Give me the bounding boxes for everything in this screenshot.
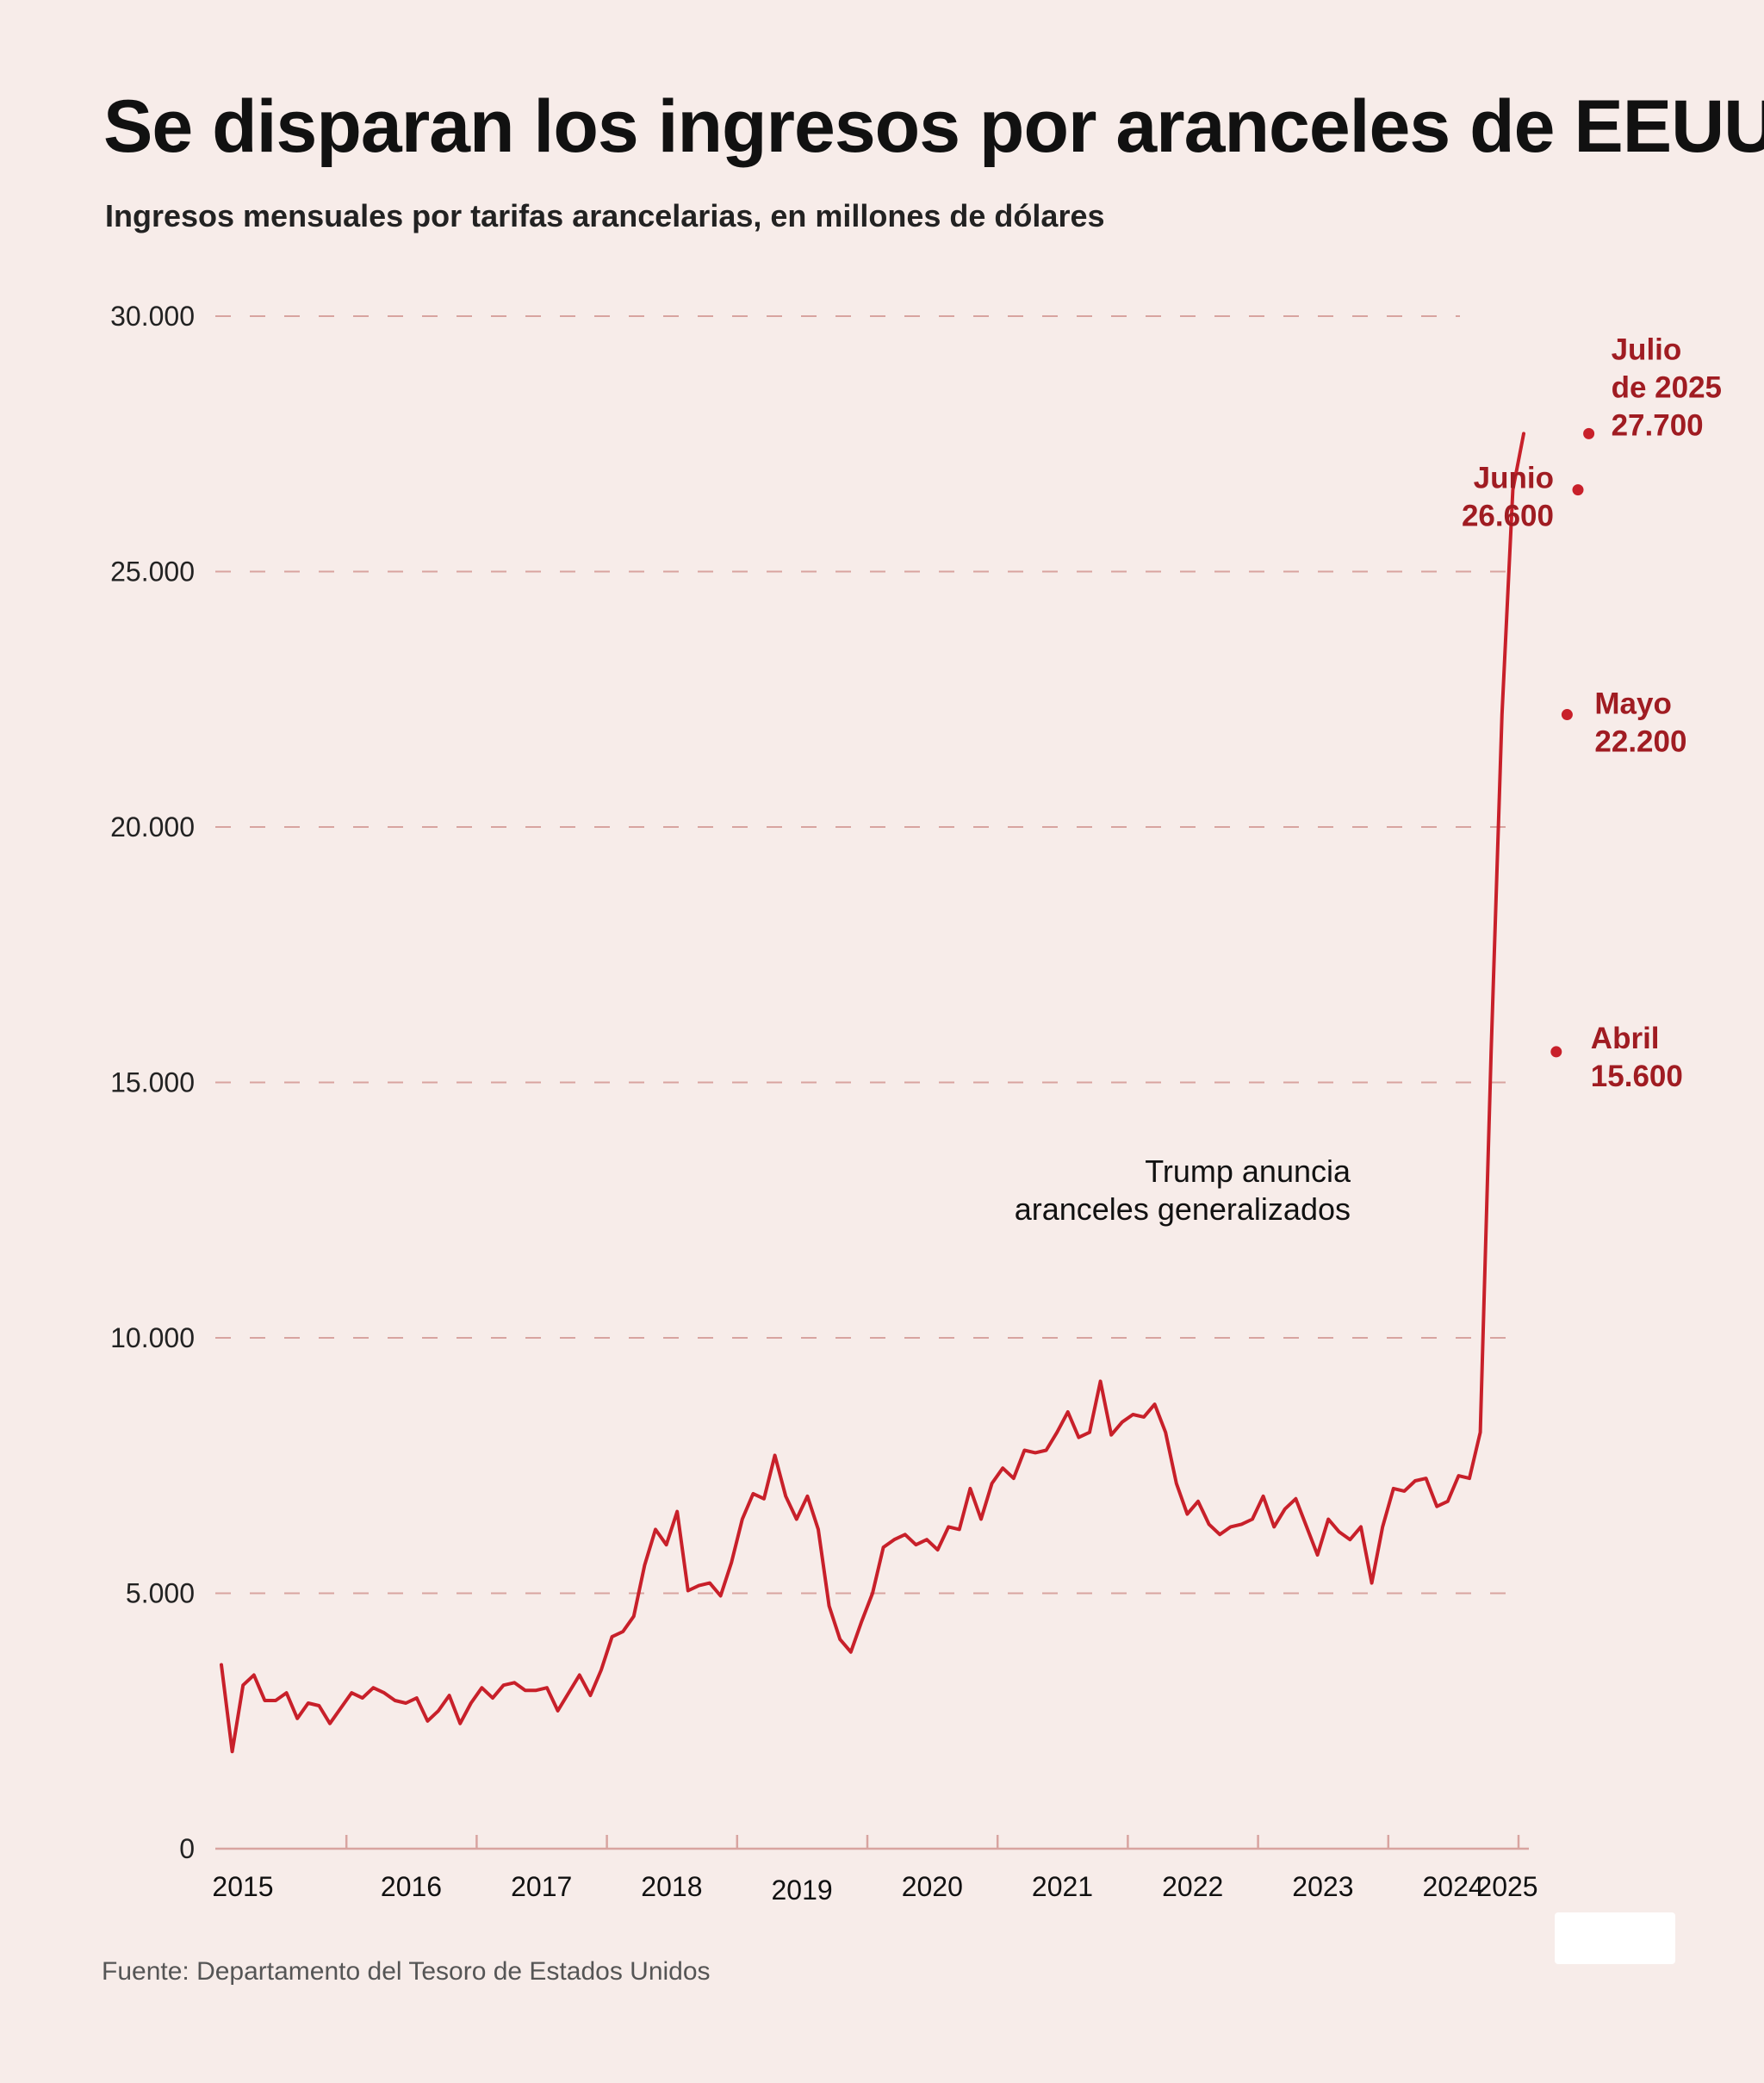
x-axis: 2015 2016 2017 2018 2019 2020 2021 2022 2023 2024… (212, 1835, 1538, 1906)
annotation-text: Trump anuncia (1145, 1153, 1351, 1189)
callout-label: Junio (1474, 462, 1554, 495)
x-tick-label: 2024 (1423, 1871, 1484, 1902)
callout-label: Mayo (1594, 687, 1671, 721)
y-tick-label: 10.000 (110, 1322, 195, 1353)
callout-label: de 2025 (1612, 370, 1722, 404)
source-note: Fuente: Departamento del Tesoro de Estad… (102, 1957, 711, 1986)
y-tick-label: 30.000 (110, 301, 195, 332)
y-tick-label: 25.000 (110, 557, 195, 588)
x-tick-label: 2022 (1162, 1871, 1223, 1902)
callout-label: 15.600 (1591, 1060, 1683, 1093)
x-tick-label: 2025 (1476, 1871, 1537, 1902)
highlight-point (1572, 484, 1584, 496)
chart-title: Se disparan los ingresos por aranceles d… (103, 85, 1764, 168)
highlight-point (1561, 709, 1573, 721)
y-tick-label: 20.000 (110, 811, 195, 843)
series-layer (220, 432, 1525, 1754)
agency-logo (1555, 1912, 1675, 1964)
x-tick-label: 2017 (511, 1871, 572, 1902)
x-tick-label: 2016 (381, 1871, 442, 1902)
x-tick-label: 2018 (641, 1871, 702, 1902)
x-tick-label: 2019 (772, 1875, 833, 1906)
callout-label: 22.200 (1594, 725, 1686, 759)
gridlines (215, 315, 1507, 1595)
callout-label: 27.700 (1612, 408, 1704, 442)
callout-label: Julio (1612, 333, 1682, 366)
x-tick-label: 2021 (1032, 1871, 1093, 1902)
highlight-point (1550, 1046, 1562, 1058)
x-tick-label: 2015 (212, 1871, 273, 1902)
annotation-text: aranceles generalizados (1015, 1191, 1351, 1227)
y-axis-ticks: 0 5.000 10.000 15.000 20.000 25.000 30.000 (110, 301, 195, 1864)
y-tick-label: 0 (179, 1833, 195, 1864)
callout-label: 26.600 (1462, 500, 1554, 533)
y-tick-label: 15.000 (110, 1067, 195, 1098)
chart-subtitle: Ingresos mensuales por tarifas arancelar… (105, 198, 1105, 233)
x-tick-label: 2023 (1292, 1871, 1353, 1902)
callouts: Abril 15.600 Mayo 22.200 Junio 26.600 Julio de … (1462, 333, 1722, 1093)
highlight-point (1583, 427, 1595, 439)
x-tick-label: 2020 (902, 1871, 963, 1902)
series-line (220, 432, 1525, 1754)
callout-label: Abril (1591, 1022, 1660, 1055)
y-tick-label: 5.000 (126, 1578, 195, 1609)
